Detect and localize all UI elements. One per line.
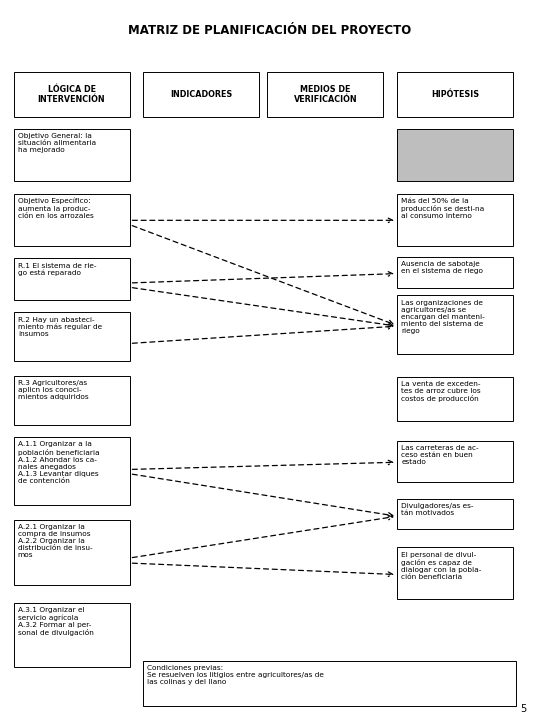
Text: R.1 El sistema de rie-
go está reparado: R.1 El sistema de rie- go está reparado [18, 263, 96, 276]
Text: Las carreteras de ac-
ceso están en buen
estado: Las carreteras de ac- ceso están en buen… [401, 445, 479, 465]
FancyBboxPatch shape [397, 547, 513, 599]
FancyBboxPatch shape [14, 312, 130, 361]
Text: Las organizaciones de
agricultores/as se
encargan del manteni-
miento del sistem: Las organizaciones de agricultores/as se… [401, 300, 485, 333]
FancyBboxPatch shape [397, 377, 513, 421]
Text: Condiciones previas:
Se resuelven los litigios entre agricultores/as de
las coli: Condiciones previas: Se resuelven los li… [147, 665, 325, 685]
Text: MEDIOS DE
VERIFICACIÓN: MEDIOS DE VERIFICACIÓN [294, 85, 357, 104]
Text: R.3 Agricultores/as
aplicn los conoci-
mientos adquiridos: R.3 Agricultores/as aplicn los conoci- m… [18, 380, 89, 400]
Text: Objetivo Específico:
aumenta la produc-
ción en los arrozales: Objetivo Específico: aumenta la produc- … [18, 198, 93, 218]
Text: Objetivo General: la
situación alimentaria
ha mejorado: Objetivo General: la situación alimentar… [18, 133, 96, 153]
Text: HIPÓTESIS: HIPÓTESIS [431, 90, 479, 99]
Text: El personal de divul-
gación es capaz de
dialogar con la pobla-
ción beneficiari: El personal de divul- gación es capaz de… [401, 552, 482, 580]
FancyBboxPatch shape [397, 194, 513, 246]
FancyBboxPatch shape [397, 499, 513, 529]
Text: R.2 Hay un abasteci-
miento más regular de
insumos: R.2 Hay un abasteci- miento más regular … [18, 317, 102, 338]
FancyBboxPatch shape [14, 129, 130, 181]
Text: La venta de exceden-
tes de arroz cubre los
costos de producción: La venta de exceden- tes de arroz cubre … [401, 381, 481, 402]
FancyBboxPatch shape [397, 441, 513, 482]
FancyBboxPatch shape [14, 72, 130, 117]
Text: A.2.1 Organizar la
compra de insumos
A.2.2 Organizar la
distribución de insu-
mo: A.2.1 Organizar la compra de insumos A.2… [18, 524, 92, 558]
Text: Ausencia de sabotaje
en el sistema de riego: Ausencia de sabotaje en el sistema de ri… [401, 261, 483, 274]
Text: 5: 5 [520, 704, 526, 714]
FancyBboxPatch shape [143, 72, 259, 117]
FancyBboxPatch shape [267, 72, 383, 117]
FancyBboxPatch shape [14, 520, 130, 585]
FancyBboxPatch shape [14, 258, 130, 300]
Text: A.1.1 Organizar a la
población beneficiaria
A.1.2 Ahondar los ca-
nales anegados: A.1.1 Organizar a la población beneficia… [18, 441, 99, 484]
Text: Más del 50% de la
producción se desti-na
al consumo interno: Más del 50% de la producción se desti-na… [401, 198, 484, 219]
FancyBboxPatch shape [143, 661, 516, 706]
FancyBboxPatch shape [397, 129, 513, 181]
FancyBboxPatch shape [14, 437, 130, 505]
Text: A.3.1 Organizar el
servicio agrícola
A.3.2 Formar al per-
sonal de divulgación: A.3.1 Organizar el servicio agrícola A.3… [18, 607, 94, 636]
FancyBboxPatch shape [14, 194, 130, 246]
FancyBboxPatch shape [14, 603, 130, 667]
Text: LÓGICA DE
INTERVENCIÓN: LÓGICA DE INTERVENCIÓN [38, 85, 105, 104]
FancyBboxPatch shape [397, 295, 513, 354]
FancyBboxPatch shape [14, 376, 130, 425]
Text: MATRIZ DE PLANIFICACIÓN DEL PROYECTO: MATRIZ DE PLANIFICACIÓN DEL PROYECTO [129, 24, 411, 37]
Text: Divulgadores/as es-
tán motivados: Divulgadores/as es- tán motivados [401, 503, 474, 516]
Text: INDICADORES: INDICADORES [170, 90, 232, 99]
FancyBboxPatch shape [397, 257, 513, 288]
FancyBboxPatch shape [397, 72, 513, 117]
